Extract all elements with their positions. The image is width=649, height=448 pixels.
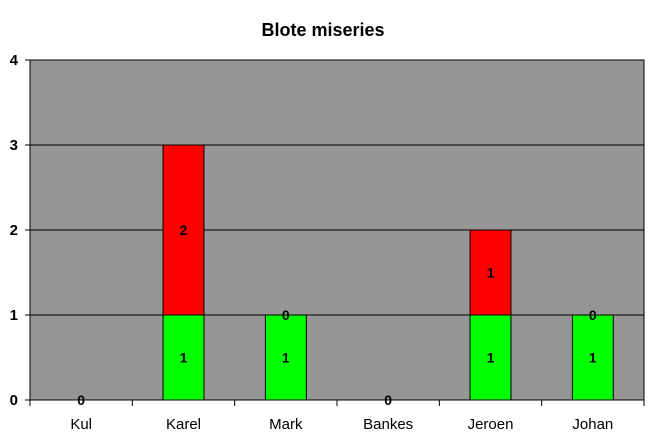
x-tick-label: Jeroen — [468, 416, 514, 433]
data-label: 1 — [487, 350, 495, 366]
bar-series1 — [571, 314, 614, 401]
gridlines — [30, 144, 644, 316]
axes — [25, 59, 645, 406]
y-tick-label: 4 — [10, 52, 19, 69]
data-labels: 0 1 2 1 0 0 1 1 1 0 — [77, 222, 597, 408]
data-label: 1 — [487, 265, 495, 281]
x-tick-label: Kul — [70, 416, 92, 433]
y-tick-label: 3 — [10, 137, 18, 154]
chart-title: Blote miseries — [261, 20, 384, 40]
data-label: 2 — [180, 222, 188, 238]
x-tick-label: Karel — [166, 416, 201, 433]
x-tick-label: Johan — [572, 416, 613, 433]
bars — [162, 144, 614, 401]
bar-series2 — [469, 229, 512, 316]
data-label: 1 — [180, 350, 188, 366]
data-label: 0 — [77, 392, 85, 408]
x-tick-label: Mark — [269, 416, 303, 433]
bar-series2 — [162, 144, 205, 316]
y-tick-label: 0 — [10, 392, 18, 409]
data-label: 0 — [384, 392, 392, 408]
x-tick-label: Bankes — [363, 416, 413, 433]
tick-labels: 0 1 2 3 4 Kul Karel Mark Bankes Jeroen Johan — [10, 52, 614, 433]
y-tick-label: 1 — [10, 307, 18, 324]
data-label: 0 — [282, 307, 290, 323]
data-label: 0 — [589, 307, 597, 323]
data-label: 1 — [282, 350, 290, 366]
y-tick-label: 2 — [10, 222, 18, 239]
data-label: 1 — [589, 350, 597, 366]
